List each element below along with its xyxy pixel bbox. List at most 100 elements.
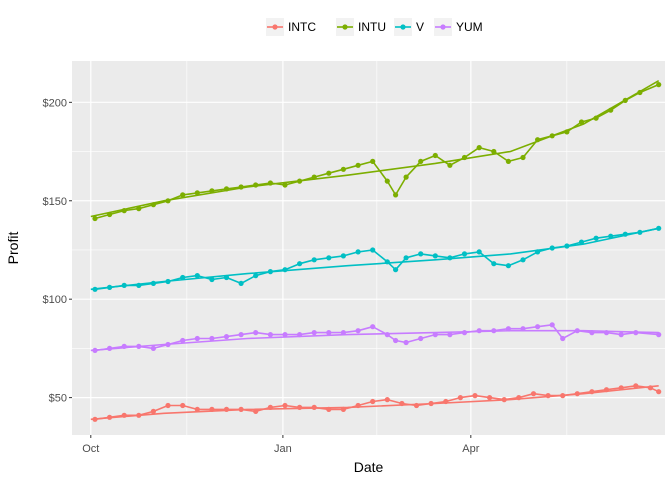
data-point-intc bbox=[121, 412, 127, 418]
data-point-yum bbox=[432, 332, 438, 338]
data-point-v bbox=[136, 282, 142, 288]
legend-label: INTU bbox=[358, 20, 386, 34]
x-tick-label: Oct bbox=[82, 443, 99, 455]
data-point-v bbox=[209, 276, 215, 283]
data-point-intu bbox=[461, 154, 468, 161]
data-point-intc bbox=[107, 414, 113, 420]
data-point-yum bbox=[253, 330, 259, 336]
trend-line-v bbox=[90, 227, 659, 291]
data-point-v bbox=[578, 239, 585, 245]
x-tick-label: Jan bbox=[274, 443, 292, 455]
data-point-intu bbox=[340, 166, 346, 172]
data-point-intc bbox=[282, 402, 288, 409]
data-point-intu bbox=[370, 158, 376, 164]
data-point-intc bbox=[443, 398, 449, 405]
data-point-yum bbox=[633, 330, 639, 336]
series-line-v bbox=[94, 227, 659, 291]
x-axis-title: Date bbox=[354, 459, 384, 475]
data-point-yum bbox=[165, 341, 171, 348]
data-point-v bbox=[393, 267, 399, 273]
data-point-intc bbox=[589, 389, 595, 395]
data-point-intu bbox=[656, 82, 662, 88]
data-point-intc bbox=[238, 406, 244, 412]
data-point-intu bbox=[564, 129, 570, 135]
data-point-yum bbox=[282, 332, 288, 338]
data-point-v bbox=[637, 229, 643, 235]
data-point-intc bbox=[150, 408, 156, 414]
legend-key-point bbox=[400, 24, 406, 30]
data-point-intc bbox=[413, 402, 420, 409]
data-point-intu bbox=[549, 133, 555, 139]
data-point-yum bbox=[311, 330, 317, 336]
data-point-intc bbox=[370, 398, 376, 405]
legend-item-intu: INTU bbox=[336, 18, 386, 36]
data-point-intc bbox=[633, 383, 639, 389]
data-point-yum bbox=[384, 332, 390, 338]
data-point-v bbox=[340, 253, 346, 259]
data-point-v bbox=[564, 243, 570, 249]
plot-background bbox=[72, 61, 665, 435]
data-point-intu bbox=[637, 89, 643, 96]
data-point-intc bbox=[136, 412, 142, 418]
series-line-intu bbox=[94, 83, 660, 220]
data-point-intu bbox=[476, 145, 482, 151]
data-point-intu bbox=[432, 152, 438, 159]
trend-line-yum bbox=[90, 329, 659, 352]
data-point-intc bbox=[180, 402, 186, 409]
data-point-intu bbox=[520, 154, 526, 161]
data-point-yum bbox=[505, 326, 511, 332]
data-point-intc bbox=[618, 385, 624, 391]
data-point-v bbox=[180, 274, 186, 281]
data-point-v bbox=[297, 261, 303, 267]
data-point-yum bbox=[121, 343, 127, 349]
data-point-intu bbox=[121, 208, 127, 214]
data-point-intu bbox=[311, 174, 317, 180]
data-point-v bbox=[403, 255, 409, 261]
data-point-v bbox=[656, 225, 662, 231]
data-point-yum bbox=[150, 345, 156, 351]
data-point-intu bbox=[355, 162, 361, 168]
data-point-yum bbox=[92, 347, 98, 353]
data-point-v bbox=[608, 233, 614, 239]
data-point-yum bbox=[535, 324, 541, 330]
data-point-yum bbox=[238, 332, 244, 338]
data-point-intu bbox=[92, 215, 98, 222]
data-point-v bbox=[418, 251, 424, 257]
legend-item-intc: INTC bbox=[266, 18, 316, 36]
data-point-intu bbox=[622, 97, 628, 103]
grid-lines bbox=[72, 61, 665, 435]
data-point-intu bbox=[136, 206, 142, 212]
data-point-intc bbox=[311, 404, 317, 410]
data-point-v bbox=[267, 269, 273, 275]
data-point-yum bbox=[549, 322, 555, 328]
legend-label: YUM bbox=[456, 20, 483, 34]
data-point-yum bbox=[656, 332, 662, 338]
data-point-yum bbox=[194, 335, 200, 342]
data-point-v bbox=[355, 249, 361, 255]
data-point-intc bbox=[428, 400, 434, 407]
data-point-intc bbox=[194, 406, 200, 412]
data-point-yum bbox=[340, 330, 346, 336]
data-point-intu bbox=[194, 190, 200, 196]
data-point-intu bbox=[608, 107, 614, 113]
data-point-intc bbox=[560, 393, 566, 399]
legend-key-point bbox=[272, 24, 278, 30]
data-point-yum bbox=[520, 326, 526, 332]
data-point-v bbox=[535, 249, 541, 255]
data-point-yum bbox=[418, 335, 424, 342]
data-point-v bbox=[461, 251, 468, 257]
data-point-yum bbox=[370, 324, 376, 330]
data-point-intc bbox=[223, 406, 230, 412]
data-point-v bbox=[311, 257, 317, 263]
data-point-yum bbox=[393, 337, 399, 344]
data-point-yum bbox=[461, 330, 468, 336]
data-point-intc bbox=[545, 393, 551, 399]
data-point-intu bbox=[393, 192, 399, 198]
data-point-intu bbox=[253, 182, 259, 188]
data-point-intu bbox=[180, 192, 186, 198]
data-point-intc bbox=[457, 395, 463, 401]
data-point-v bbox=[107, 284, 113, 290]
data-point-yum bbox=[223, 334, 230, 340]
data-point-intu bbox=[267, 180, 273, 186]
